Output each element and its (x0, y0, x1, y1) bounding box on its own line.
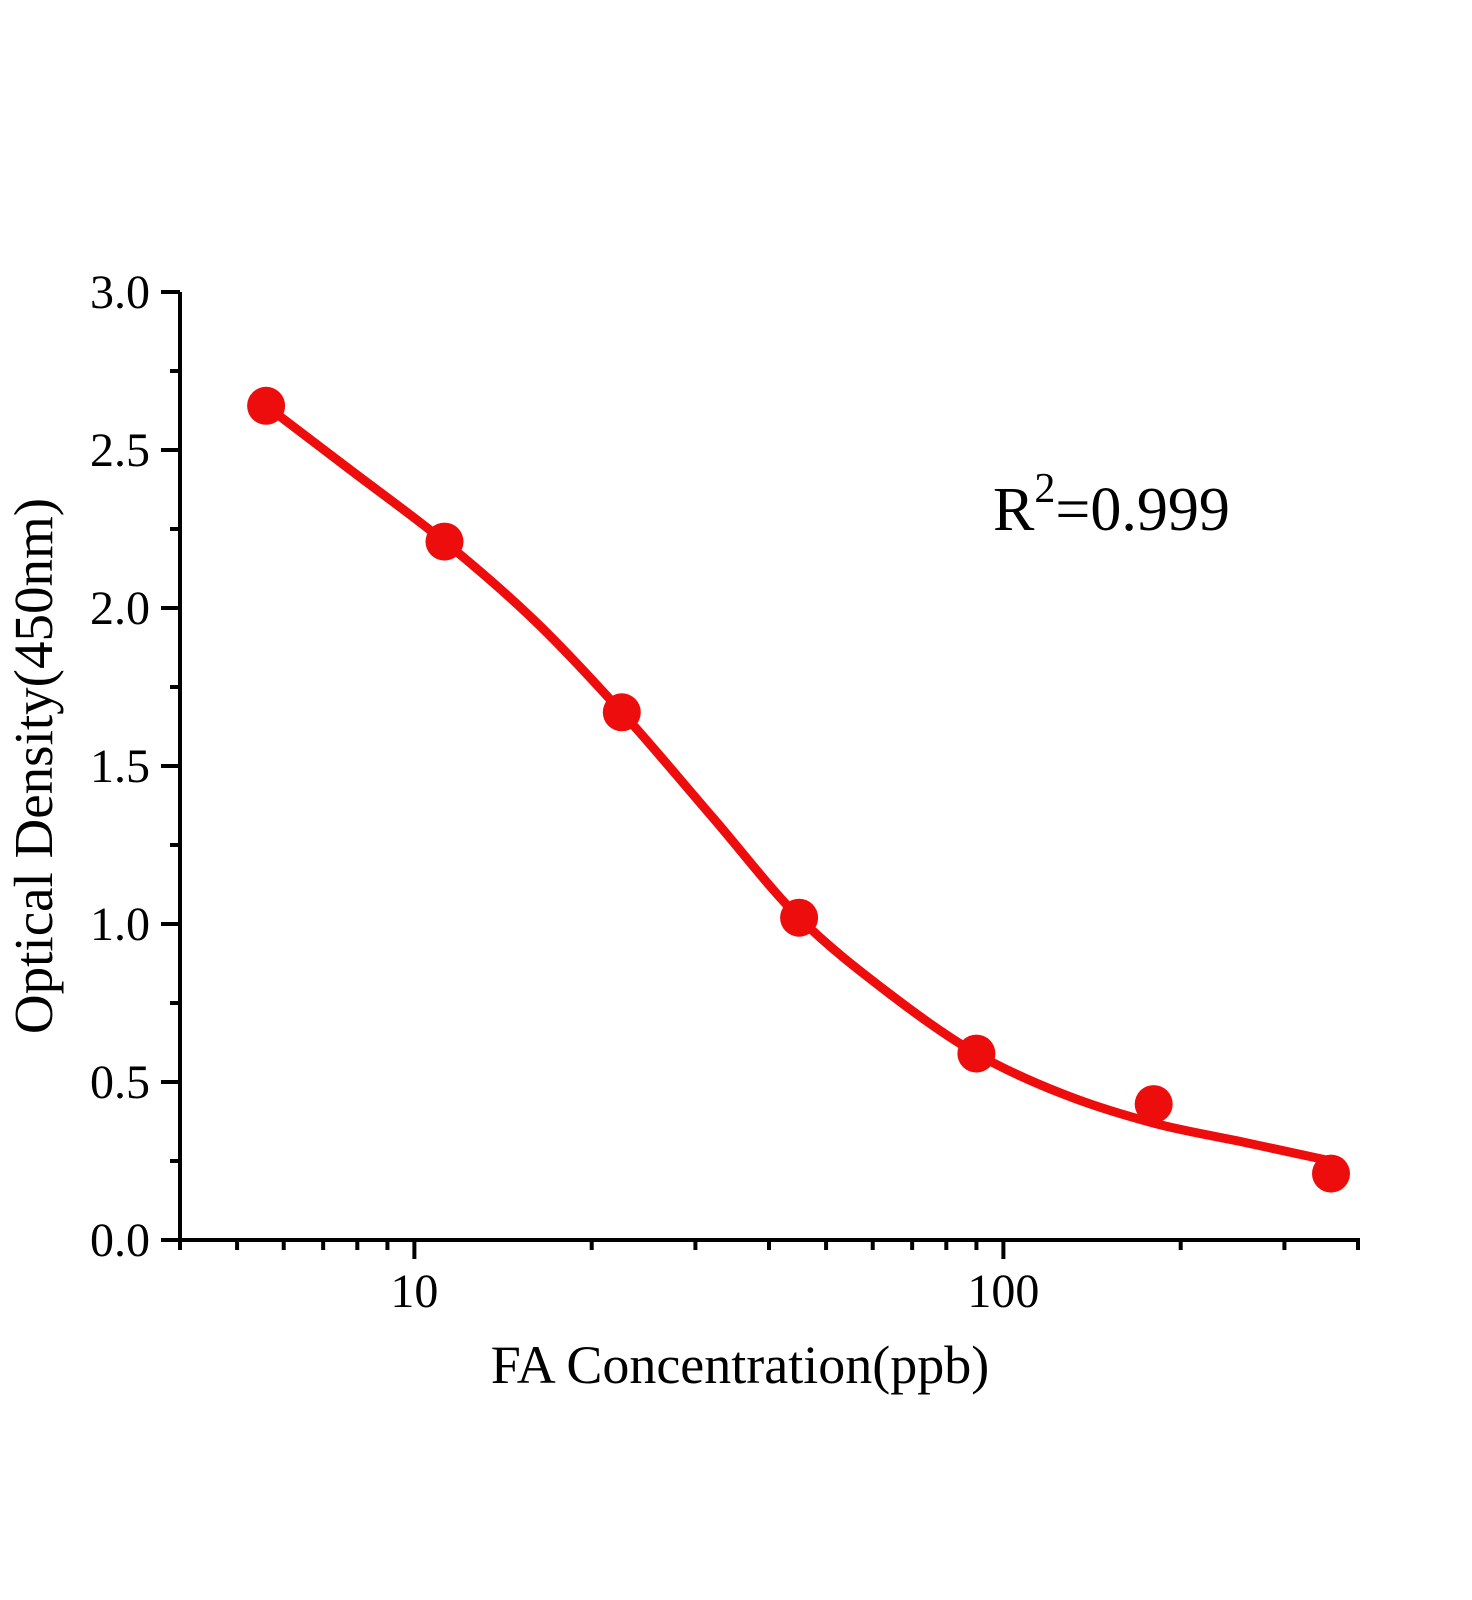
x-axis-title: FA Concentration(ppb) (491, 1335, 989, 1395)
x-tick-label: 100 (967, 1265, 1039, 1318)
y-tick-label: 2.0 (90, 582, 150, 635)
data-point-marker (247, 386, 286, 425)
data-point-marker (780, 898, 819, 937)
axes: 10 100 0.0 0.5 1.0 1.5 2.0 2.5 3.0 (90, 266, 1360, 1318)
data-point-marker (1134, 1085, 1173, 1124)
data-point-marker (957, 1034, 996, 1073)
r-squared-annotation: R2=0.999 (993, 466, 1230, 544)
x-tick-label: 10 (390, 1265, 438, 1318)
y-tick-label: 2.5 (90, 424, 150, 477)
y-tick-label: 0.5 (90, 1056, 150, 1109)
data-point-marker (425, 522, 464, 561)
plot-area (247, 386, 1350, 1193)
r-squared-superscript: 2 (1034, 466, 1055, 512)
y-axis-title: Optical Density(450nm) (3, 498, 64, 1034)
r-squared-value: =0.999 (1055, 476, 1229, 544)
y-tick-label: 0.0 (90, 1214, 150, 1267)
data-point-marker (1312, 1154, 1350, 1193)
y-tick-label: 1.5 (90, 740, 150, 793)
data-point-marker (602, 693, 641, 732)
y-tick-label: 1.0 (90, 898, 150, 951)
r-squared-base: R (993, 476, 1035, 544)
y-tick-label: 3.0 (90, 266, 150, 319)
